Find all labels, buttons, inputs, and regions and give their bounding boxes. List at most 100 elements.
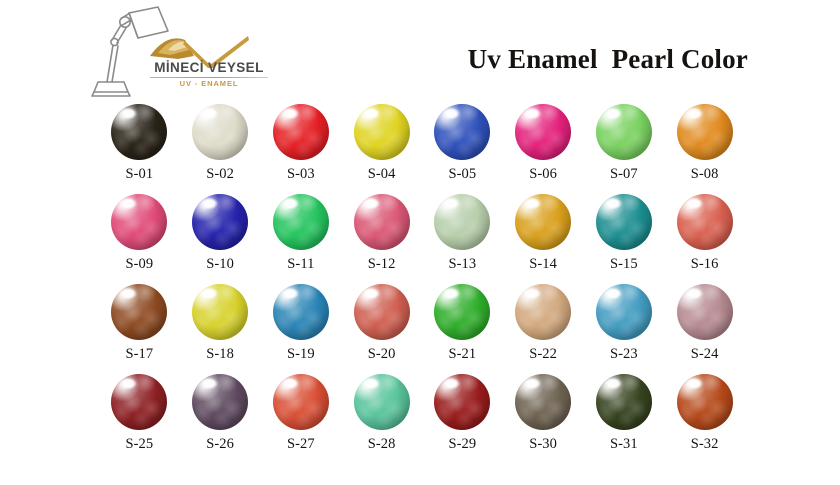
color-swatch-label: S-19 (286, 346, 315, 362)
color-swatch-label: S-24 (690, 346, 719, 362)
color-swatch-cell[interactable]: S-04 (341, 104, 422, 194)
color-swatch-cell[interactable]: S-31 (584, 374, 665, 464)
color-swatch-cell[interactable]: S-25 (99, 374, 180, 464)
color-swatch-cell[interactable]: S-08 (664, 104, 745, 194)
color-swatch-sphere[interactable] (676, 194, 733, 250)
color-swatch-cell[interactable]: S-01 (99, 104, 180, 194)
color-swatch-sphere[interactable] (272, 194, 329, 250)
color-swatch-sphere[interactable] (434, 194, 491, 250)
color-swatch-cell[interactable]: S-02 (180, 104, 261, 194)
page-title: Uv Enamel Pearl Color (467, 44, 748, 74)
color-swatch-cell[interactable]: S-30 (503, 374, 584, 464)
color-swatch-cell[interactable]: S-22 (503, 284, 584, 374)
brand-underline (150, 77, 268, 78)
color-swatch-sphere[interactable] (515, 104, 572, 160)
color-swatch-cell[interactable]: S-10 (180, 194, 261, 284)
color-swatch-label: S-04 (367, 166, 396, 182)
color-swatch-cell[interactable]: S-07 (584, 104, 665, 194)
color-swatch-cell[interactable]: S-16 (664, 194, 745, 284)
color-swatch-sphere[interactable] (272, 104, 329, 160)
color-swatch-label: S-32 (690, 436, 719, 452)
color-swatch-label: S-23 (609, 346, 638, 362)
color-swatch-label: S-27 (286, 436, 315, 452)
color-swatch-cell[interactable]: S-21 (422, 284, 503, 374)
color-swatch-label: S-26 (206, 436, 235, 452)
color-swatch-cell[interactable]: S-32 (664, 374, 745, 464)
color-swatch-label: S-12 (367, 256, 396, 272)
color-swatch-sphere[interactable] (192, 284, 249, 340)
color-swatch-cell[interactable]: S-11 (261, 194, 342, 284)
color-swatch-cell[interactable]: S-06 (503, 104, 584, 194)
color-swatch-sphere[interactable] (676, 374, 733, 430)
color-swatch-sphere[interactable] (192, 104, 249, 160)
color-swatch-label: S-28 (367, 436, 396, 452)
color-swatch-sphere[interactable] (111, 104, 168, 160)
color-swatch-label: S-29 (448, 436, 477, 452)
color-swatch-sphere[interactable] (353, 374, 410, 430)
color-swatch-label: S-15 (609, 256, 638, 272)
color-swatch-cell[interactable]: S-24 (664, 284, 745, 374)
color-swatch-label: S-09 (125, 256, 154, 272)
color-swatch-cell[interactable]: S-26 (180, 374, 261, 464)
color-swatch-sphere[interactable] (595, 374, 652, 430)
color-swatch-cell[interactable]: S-14 (503, 194, 584, 284)
color-swatch-cell[interactable]: S-29 (422, 374, 503, 464)
color-swatch-cell[interactable]: S-19 (261, 284, 342, 374)
color-swatch-label: S-02 (206, 166, 235, 182)
color-swatch-cell[interactable]: S-13 (422, 194, 503, 284)
color-swatch-sphere[interactable] (434, 104, 491, 160)
color-swatch-sphere[interactable] (515, 374, 572, 430)
color-swatch-cell[interactable]: S-27 (261, 374, 342, 464)
color-swatch-sphere[interactable] (272, 284, 329, 340)
color-swatch-sphere[interactable] (111, 194, 168, 250)
gold-swoosh-icon (150, 36, 249, 68)
color-swatch-cell[interactable]: S-09 (99, 194, 180, 284)
color-swatch-sphere[interactable] (595, 104, 652, 160)
brand-subtitle: UV - ENAMEL (179, 79, 239, 88)
color-swatch-sphere[interactable] (353, 284, 410, 340)
brand-logo: MİNECİ VEYSEL UV - ENAMEL (80, 4, 268, 100)
color-swatch-cell[interactable]: S-20 (341, 284, 422, 374)
brand-name: MİNECİ VEYSEL (154, 60, 264, 75)
color-swatch-sphere[interactable] (111, 374, 168, 430)
color-swatch-label: S-07 (609, 166, 638, 182)
color-swatch-label: S-14 (529, 256, 558, 272)
color-swatch-label: S-01 (125, 166, 154, 182)
color-swatch-sphere[interactable] (595, 284, 652, 340)
color-swatch-sphere[interactable] (111, 284, 168, 340)
color-swatch-label: S-20 (367, 346, 396, 362)
color-swatch-cell[interactable]: S-23 (584, 284, 665, 374)
color-swatch-cell[interactable]: S-12 (341, 194, 422, 284)
color-swatch-sphere[interactable] (192, 374, 249, 430)
color-swatch-cell[interactable]: S-28 (341, 374, 422, 464)
color-swatch-label: S-10 (206, 256, 235, 272)
color-swatch-sphere[interactable] (434, 374, 491, 430)
color-swatch-sphere[interactable] (353, 194, 410, 250)
color-swatch-sphere[interactable] (595, 194, 652, 250)
color-swatch-label: S-13 (448, 256, 477, 272)
color-swatch-label: S-16 (690, 256, 719, 272)
color-swatch-cell[interactable]: S-05 (422, 104, 503, 194)
color-swatch-label: S-18 (206, 346, 235, 362)
color-swatch-label: S-05 (448, 166, 477, 182)
color-swatch-label: S-06 (529, 166, 558, 182)
color-swatch-sphere[interactable] (515, 284, 572, 340)
color-swatch-sphere[interactable] (434, 284, 491, 340)
color-swatch-sphere[interactable] (353, 104, 410, 160)
color-swatch-sphere[interactable] (515, 194, 572, 250)
color-swatch-cell[interactable]: S-17 (99, 284, 180, 374)
color-swatch-grid: S-01 S-02 S-03 S-04 S-05 S-06 S-07 S-08 S-09 S-10… (99, 104, 745, 464)
color-swatch-label: S-17 (125, 346, 154, 362)
color-swatch-cell[interactable]: S-15 (584, 194, 665, 284)
color-swatch-label: S-30 (529, 436, 558, 452)
color-swatch-sphere[interactable] (676, 284, 733, 340)
color-swatch-sphere[interactable] (676, 104, 733, 160)
color-swatch-sphere[interactable] (272, 374, 329, 430)
color-swatch-cell[interactable]: S-18 (180, 284, 261, 374)
color-swatch-label: S-03 (286, 166, 315, 182)
color-swatch-cell[interactable]: S-03 (261, 104, 342, 194)
color-swatch-sphere[interactable] (192, 194, 249, 250)
color-swatch-label: S-21 (448, 346, 477, 362)
color-swatch-label: S-08 (690, 166, 719, 182)
color-swatch-label: S-31 (609, 436, 638, 452)
